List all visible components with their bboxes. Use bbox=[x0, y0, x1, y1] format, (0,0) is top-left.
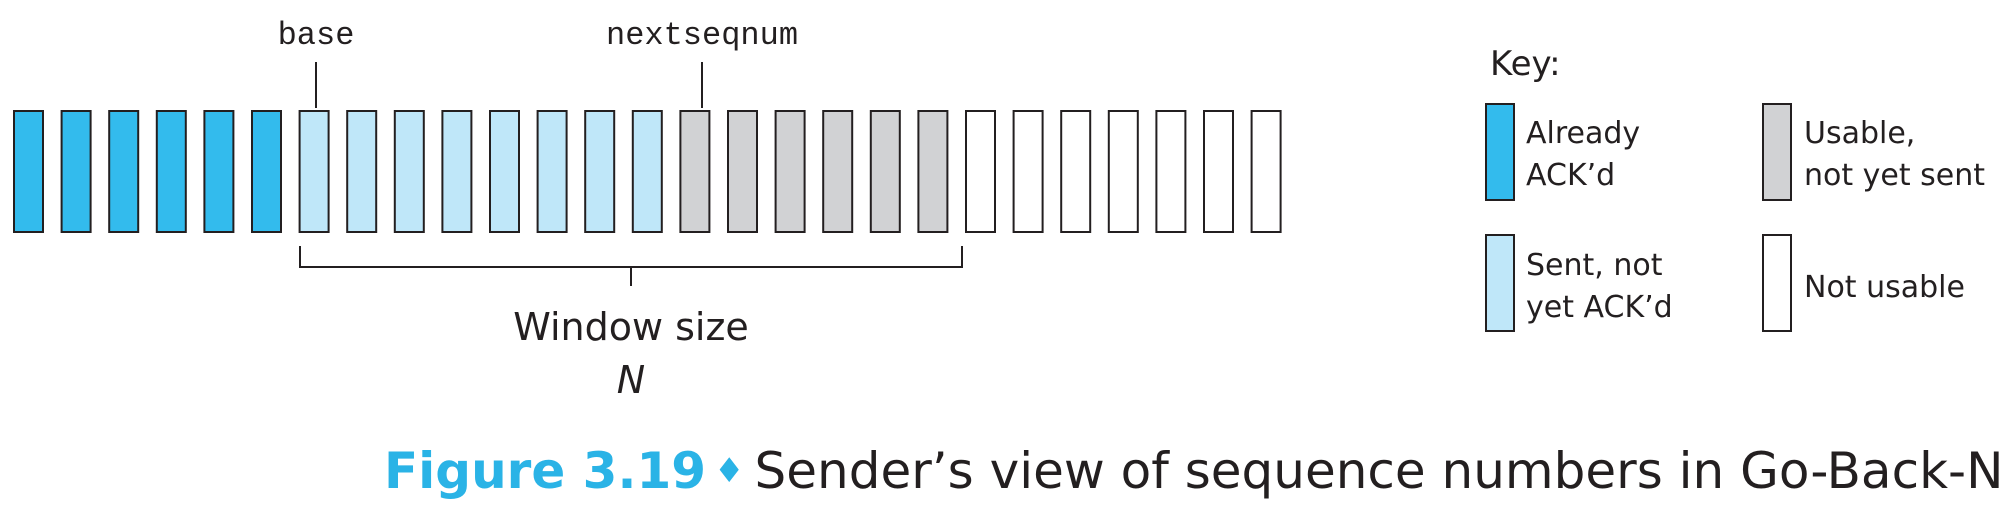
key-label-sent-not-acked-line1: Sent, not bbox=[1526, 248, 1663, 283]
window-bracket bbox=[299, 246, 963, 286]
key-title: Key: bbox=[1490, 44, 1561, 84]
seq-box-usable-not-sent bbox=[869, 110, 901, 233]
seq-box-sent-not-acked bbox=[584, 110, 616, 233]
key-label-already-acked-line1: Already bbox=[1526, 116, 1640, 151]
seq-box-usable-not-sent bbox=[727, 110, 758, 233]
key-swatch-already-acked bbox=[1485, 103, 1515, 201]
seq-box-not-usable bbox=[1060, 110, 1092, 233]
key-label-sent-not-acked-line2: yet ACK’d bbox=[1526, 290, 1673, 325]
key-swatch-sent-not-acked bbox=[1485, 234, 1515, 332]
seq-box-already-acked bbox=[13, 110, 44, 233]
nextseqnum-label: nextseqnum bbox=[606, 17, 798, 54]
seq-box-sent-not-acked bbox=[393, 110, 425, 233]
key-swatch-not-usable bbox=[1762, 234, 1792, 332]
seq-box-sent-not-acked bbox=[489, 110, 520, 233]
key-label-usable-not-sent-line1: Usable, bbox=[1804, 116, 1915, 151]
seq-box-already-acked bbox=[60, 110, 92, 233]
seq-box-sent-not-acked bbox=[441, 110, 473, 233]
seq-box-sent-not-acked bbox=[346, 110, 378, 233]
seq-box-sent-not-acked bbox=[298, 110, 330, 233]
seq-box-usable-not-sent bbox=[679, 110, 711, 233]
key-label-usable-not-sent-line2: not yet sent bbox=[1804, 158, 1985, 193]
key-swatch-usable-not-sent bbox=[1762, 103, 1792, 201]
seq-box-not-usable bbox=[965, 110, 996, 233]
seq-box-already-acked bbox=[108, 110, 140, 233]
key-label-not-usable: Not usable bbox=[1804, 270, 1965, 305]
caption-diamond-icon: ♦ bbox=[714, 451, 745, 491]
seq-box-usable-not-sent bbox=[774, 110, 806, 233]
figure-caption: Figure 3.19 ♦ Sender’s view of sequence nu… bbox=[384, 442, 2001, 500]
seq-box-usable-not-sent bbox=[822, 110, 854, 233]
seq-box-usable-not-sent bbox=[917, 110, 949, 233]
base-label: base bbox=[278, 17, 355, 54]
seq-box-not-usable bbox=[1107, 110, 1139, 233]
seq-box-already-acked bbox=[251, 110, 282, 233]
seq-box-not-usable bbox=[1155, 110, 1187, 233]
window-size-symbol: N bbox=[617, 358, 645, 402]
seq-box-not-usable bbox=[1203, 110, 1234, 233]
seq-box-already-acked bbox=[203, 110, 235, 233]
key-label-already-acked-line2: ACK’d bbox=[1526, 158, 1615, 193]
seq-box-sent-not-acked bbox=[536, 110, 568, 233]
seq-box-already-acked bbox=[155, 110, 187, 233]
figure-caption-text: Sender’s view of sequence numbers in Go-… bbox=[754, 442, 2001, 500]
seq-box-not-usable bbox=[1012, 110, 1044, 233]
figure-number: Figure 3.19 bbox=[384, 442, 707, 500]
sequence-number-boxes bbox=[13, 110, 1282, 233]
seq-box-not-usable bbox=[1250, 110, 1282, 233]
window-size-label: Window size bbox=[513, 305, 749, 349]
seq-box-sent-not-acked bbox=[631, 110, 663, 233]
